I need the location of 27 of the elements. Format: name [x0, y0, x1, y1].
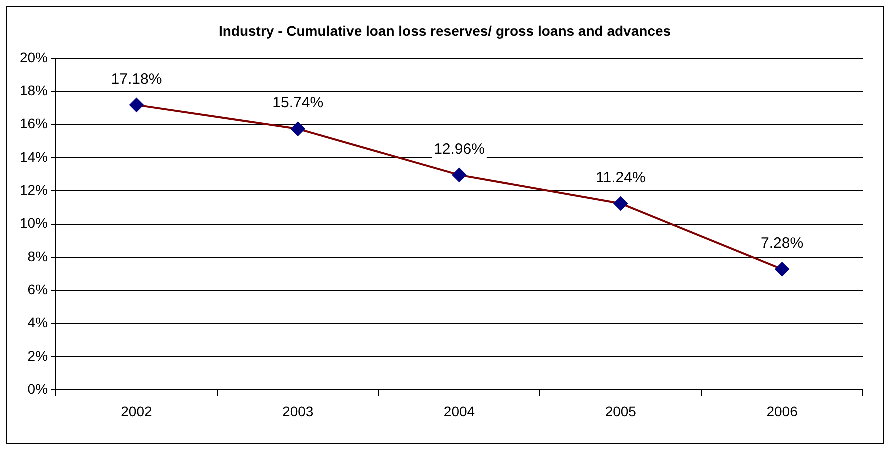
data-label: 11.24% — [596, 169, 646, 186]
data-label: 7.28% — [761, 235, 804, 252]
y-tick-label: 20% — [20, 49, 48, 66]
point — [130, 98, 144, 112]
x-tick-label: 2004 — [444, 403, 476, 420]
x-tick-label: 2003 — [282, 403, 314, 420]
y-tick-label: 4% — [28, 314, 48, 331]
y-tick-label: 18% — [20, 82, 48, 98]
x-tick-label: 2006 — [766, 403, 798, 420]
x-tick-label: 2002 — [121, 403, 152, 420]
y-tick-label: 12% — [20, 182, 48, 198]
point — [291, 122, 306, 136]
y-tick-label: 14% — [20, 148, 48, 165]
point — [775, 262, 790, 276]
y-tick-label: 16% — [20, 116, 48, 132]
x-tick-label: 2005 — [605, 403, 637, 420]
y-tick-label: 10% — [20, 215, 48, 232]
data-label: 12.96% — [434, 140, 485, 158]
y-tick-label: 8% — [28, 248, 48, 264]
y-tick-label: 6% — [28, 282, 48, 298]
point — [614, 196, 628, 211]
y-tick-label: 0% — [28, 381, 48, 398]
chart-title: Industry - Cumulative loan loss reserves/ gross loans and advances — [218, 23, 672, 39]
y-tick-label: 2% — [28, 348, 48, 364]
point — [452, 168, 467, 182]
data-label: 15.74% — [272, 94, 324, 112]
data-label: 17.18% — [111, 70, 162, 88]
